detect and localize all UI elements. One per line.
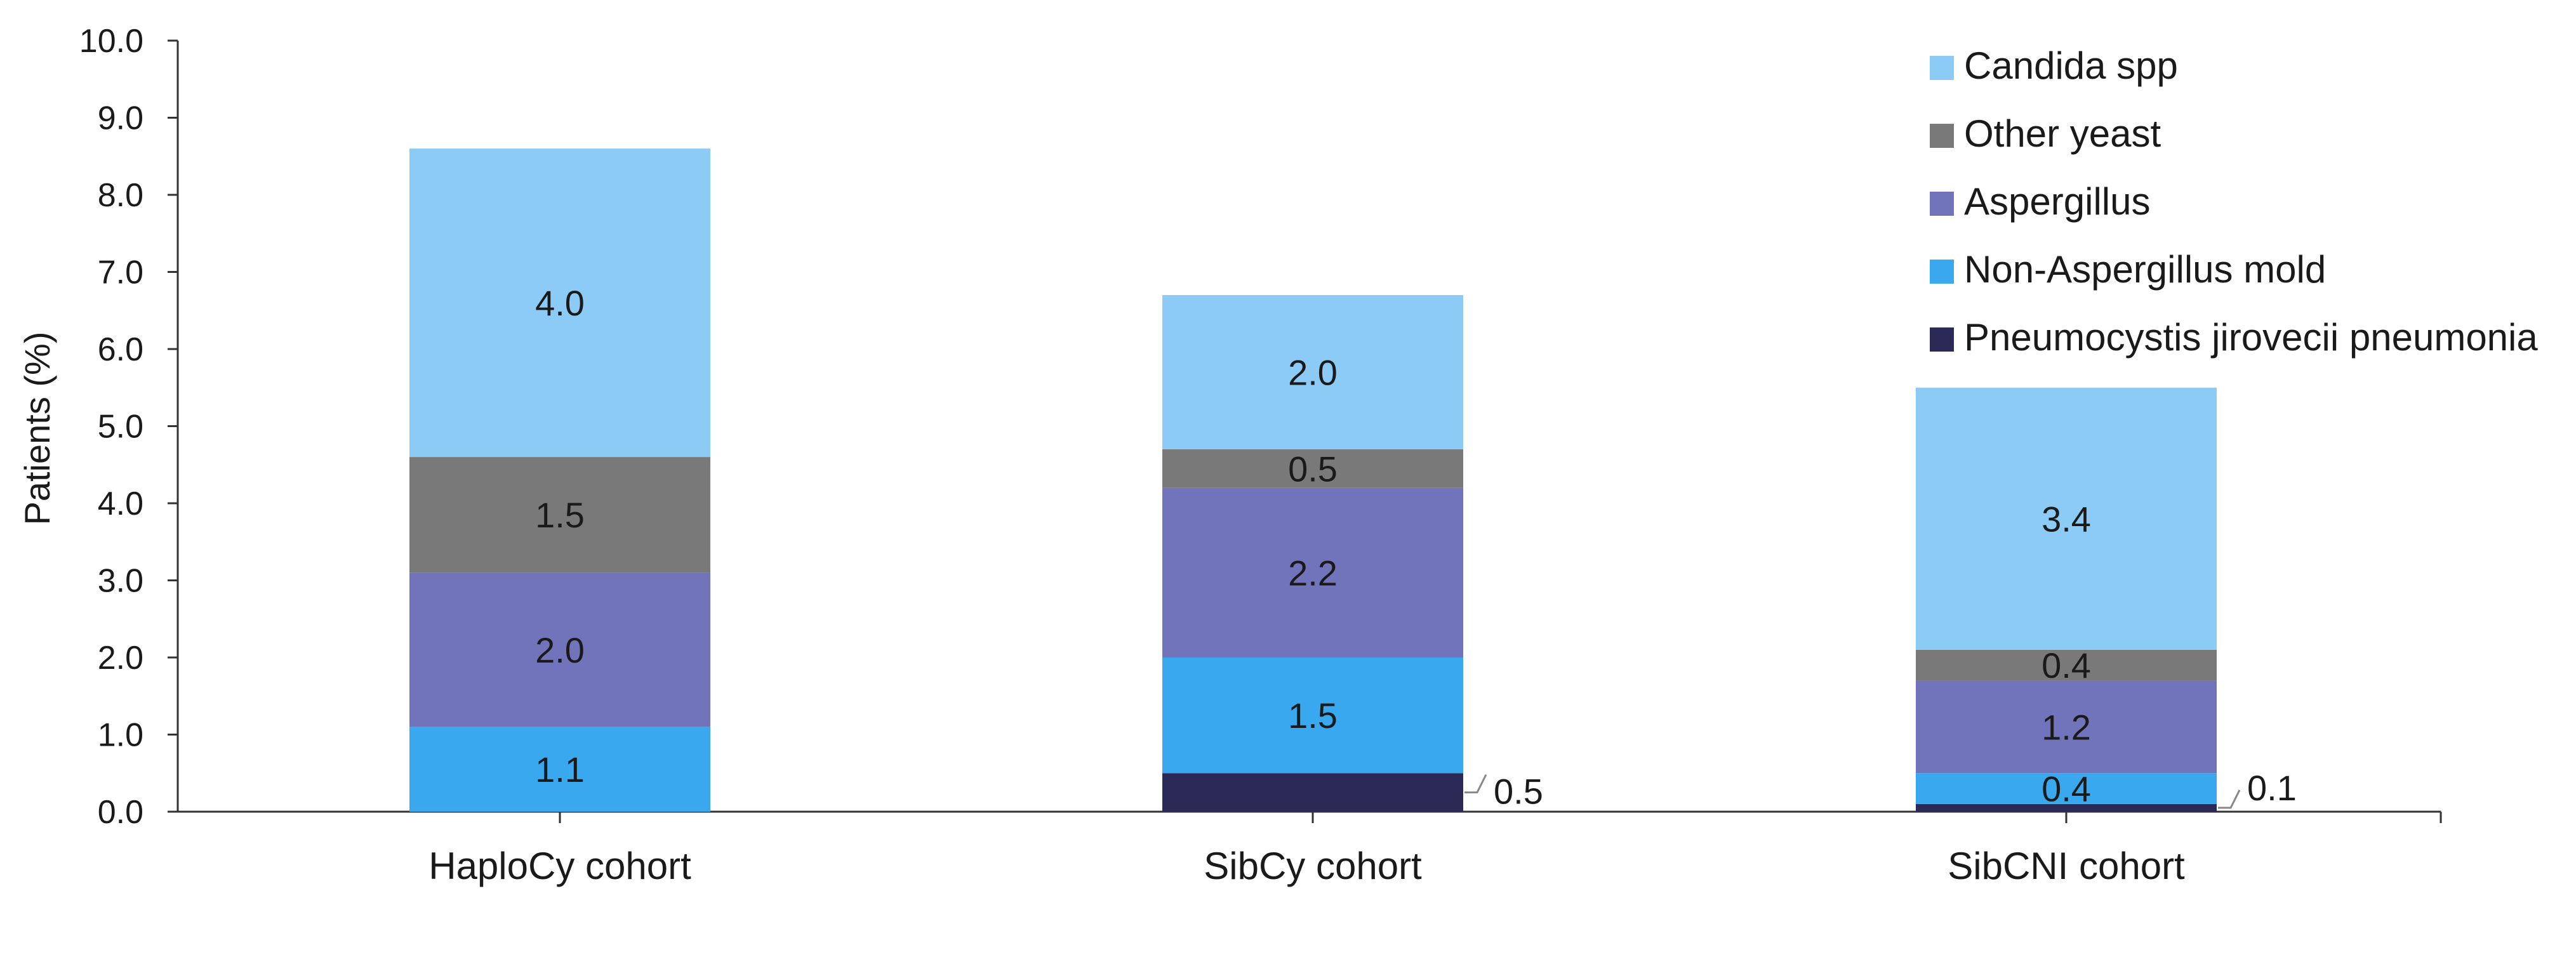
bar-segment-candida-spp (1162, 294, 1463, 449)
legend-swatch (1930, 260, 1954, 284)
legend-label: Aspergillus (1964, 180, 2150, 223)
x-category-label: SibCNI cohort (1948, 845, 2185, 887)
legend-swatch (1930, 192, 1954, 216)
legend-swatch (1930, 56, 1954, 80)
y-tick-label: 2.0 (98, 640, 143, 677)
bar-segment-other-yeast (1916, 649, 2217, 681)
leader-line (1464, 774, 1487, 794)
bar-segment-non-aspergillus-mold (409, 727, 710, 812)
data-label: 4.0 (535, 283, 585, 323)
bar-segment-aspergillus (1916, 680, 2217, 774)
data-label: 0.4 (2042, 769, 2091, 809)
legend-label: Non-Aspergillus mold (1964, 248, 2326, 291)
y-tick-label: 5.0 (98, 409, 143, 446)
legend-label: Pneumocystis jirovecii pneumonia (1964, 316, 2538, 359)
y-tick-label: 10.0 (79, 23, 143, 60)
data-label: 1.2 (2042, 707, 2091, 747)
data-label: 2.0 (1288, 352, 1338, 392)
legend-swatch (1930, 327, 1954, 352)
data-label: 0.5 (1288, 449, 1338, 489)
x-category-label: HaploCy cohort (428, 845, 691, 887)
data-label: 1.5 (535, 495, 585, 535)
y-tick-label: 1.0 (98, 717, 143, 754)
legend-swatch (1930, 124, 1954, 148)
legend: Candida spp Other yeast Aspergillus Non-Asp… (1930, 44, 2538, 359)
data-label: 2.2 (1288, 553, 1338, 593)
bars-layer (409, 149, 2217, 812)
data-label: 1.5 (1288, 696, 1338, 736)
bar-segment-pneumocystis-jirovecii-pneumonia (1916, 803, 2217, 812)
data-label: 2.0 (535, 630, 585, 670)
bar-segment-other-yeast (1162, 449, 1463, 488)
y-axis-title: Patients (%) (17, 332, 57, 525)
y-tick-label: 7.0 (98, 254, 143, 291)
data-label: 3.4 (2042, 499, 2091, 539)
leader-line (2218, 789, 2241, 809)
y-tick-label: 6.0 (98, 331, 143, 368)
x-category-label: SibCy cohort (1204, 845, 1422, 887)
y-tick-label: 9.0 (98, 100, 143, 137)
y-tick-label: 8.0 (98, 177, 143, 214)
bar-segment-non-aspergillus-mold (1916, 773, 2217, 804)
data-label: 0.4 (2042, 645, 2091, 685)
data-label: 0.5 (1494, 772, 1543, 812)
bar-segment-pneumocystis-jirovecii-pneumonia (1162, 773, 1463, 812)
bar-segment-candida-spp (1916, 387, 2217, 650)
data-label: 1.1 (535, 749, 585, 789)
bar-segment-non-aspergillus-mold (1162, 657, 1463, 774)
legend-label: Candida spp (1964, 44, 2178, 87)
bar-segment-aspergillus (409, 572, 710, 727)
data-label: 0.1 (2247, 768, 2297, 808)
y-tick-label: 3.0 (98, 563, 143, 600)
y-tick-label: 0.0 (98, 794, 143, 831)
bar-segment-candida-spp (409, 149, 710, 458)
data-labels-layer: 1.1 2.0 1.5 4.0 0.5 1.5 2.2 0.5 2.0 0.1 0.4 1.2 0.4 3… (535, 283, 2297, 812)
y-tick-label: 4.0 (98, 485, 143, 522)
bar-segment-other-yeast (409, 457, 710, 573)
bar-segment-aspergillus (1162, 487, 1463, 657)
legend-label: Other yeast (1964, 112, 2161, 155)
